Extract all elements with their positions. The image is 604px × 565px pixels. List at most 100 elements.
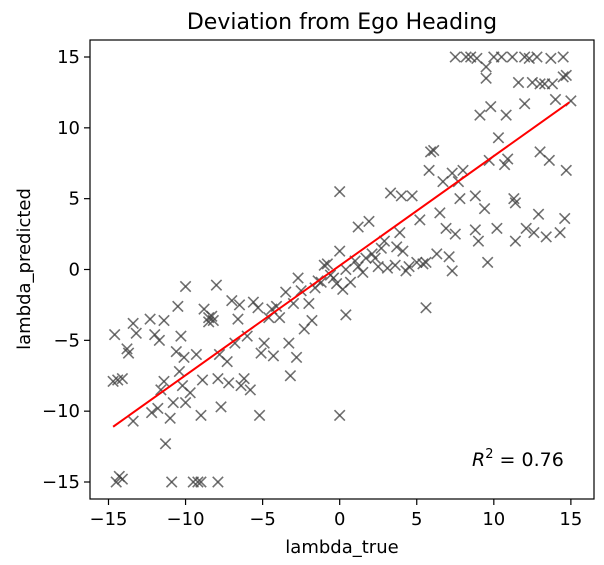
- data-point: [363, 215, 375, 228]
- y-tick-label: 10: [57, 118, 80, 139]
- data-point: [518, 97, 531, 110]
- data-point: [215, 401, 227, 413]
- data-point: [229, 337, 241, 349]
- data-point: [235, 379, 247, 392]
- data-point: [207, 314, 220, 327]
- x-tick-label: −15: [89, 509, 127, 530]
- data-point: [352, 221, 364, 233]
- data-point: [554, 226, 566, 239]
- data-point: [469, 190, 482, 202]
- data-point: [145, 406, 158, 419]
- data-point: [449, 228, 462, 240]
- data-points: [107, 51, 577, 488]
- data-point: [255, 347, 267, 359]
- data-point: [226, 294, 238, 307]
- y-tick-label: 0: [69, 260, 80, 281]
- data-point: [284, 369, 297, 382]
- data-point: [469, 224, 482, 236]
- data-point: [369, 252, 381, 264]
- data-point: [381, 262, 394, 274]
- data-point: [158, 314, 170, 327]
- data-point: [195, 476, 207, 488]
- data-point: [500, 109, 512, 121]
- data-point: [460, 51, 472, 63]
- data-point: [478, 202, 491, 215]
- data-point: [178, 351, 190, 364]
- data-point: [222, 377, 235, 389]
- data-point: [414, 214, 426, 226]
- data-point: [484, 100, 497, 113]
- data-point: [270, 300, 283, 313]
- data-point: [175, 330, 187, 342]
- data-point: [121, 343, 133, 355]
- data-point: [303, 297, 315, 310]
- data-point: [258, 337, 270, 349]
- x-tick-label: 5: [411, 509, 422, 530]
- data-point: [315, 276, 327, 289]
- data-point: [472, 235, 485, 247]
- data-point: [190, 348, 203, 361]
- data-point: [549, 93, 562, 106]
- data-point: [457, 164, 469, 177]
- data-point: [357, 266, 369, 279]
- data-point: [420, 256, 432, 269]
- data-point: [545, 52, 557, 65]
- data-point: [159, 437, 172, 450]
- data-point: [375, 242, 388, 255]
- data-point: [279, 286, 292, 298]
- data-point: [155, 384, 167, 396]
- data-point: [491, 222, 503, 235]
- y-tick-label: −15: [42, 472, 80, 493]
- r-squared-value: = 0.76: [493, 449, 563, 471]
- data-point: [390, 241, 403, 253]
- data-point: [498, 158, 511, 171]
- y-tick-label: 15: [57, 47, 80, 68]
- data-point: [165, 476, 178, 488]
- data-point: [122, 347, 135, 359]
- data-point: [327, 272, 340, 284]
- data-point: [290, 351, 303, 364]
- data-point: [295, 284, 307, 297]
- y-axis-label: lambda_predicted: [14, 188, 35, 350]
- data-point: [195, 409, 207, 422]
- data-point: [501, 153, 514, 165]
- data-point: [127, 317, 139, 330]
- data-point: [173, 365, 186, 378]
- data-point: [481, 256, 494, 269]
- regression-line: [112, 101, 570, 428]
- data-point: [273, 311, 286, 324]
- r-squared-exponent: 2: [485, 447, 493, 462]
- data-point: [108, 328, 121, 341]
- data-point: [492, 131, 505, 144]
- data-point: [528, 226, 540, 239]
- data-point: [508, 192, 520, 205]
- data-point: [454, 192, 466, 205]
- data-point: [534, 78, 546, 90]
- data-point: [321, 258, 334, 270]
- data-point: [560, 69, 573, 82]
- data-point: [233, 299, 246, 311]
- data-point: [506, 51, 519, 63]
- data-point: [480, 61, 492, 73]
- data-point: [179, 396, 192, 409]
- data-point: [252, 301, 264, 314]
- data-point: [192, 476, 204, 488]
- axis-ticks: −15 −10 −5 0 5 10 15 −15 −10 −5 0 5 10 15: [42, 47, 582, 530]
- data-point: [212, 372, 224, 385]
- data-point: [283, 337, 295, 349]
- data-point: [153, 334, 166, 347]
- data-point: [534, 146, 546, 158]
- x-tick-label: 10: [482, 509, 505, 530]
- data-point: [232, 313, 244, 325]
- data-point: [532, 208, 545, 221]
- r-squared-annotation: R2 = 0.76: [472, 447, 564, 471]
- data-point: [449, 51, 462, 63]
- data-point: [244, 384, 257, 396]
- data-point: [420, 301, 432, 314]
- data-point: [423, 164, 435, 177]
- data-point: [440, 222, 452, 235]
- data-point: [333, 409, 346, 422]
- data-point: [292, 272, 304, 284]
- y-tick-label: −10: [42, 401, 80, 422]
